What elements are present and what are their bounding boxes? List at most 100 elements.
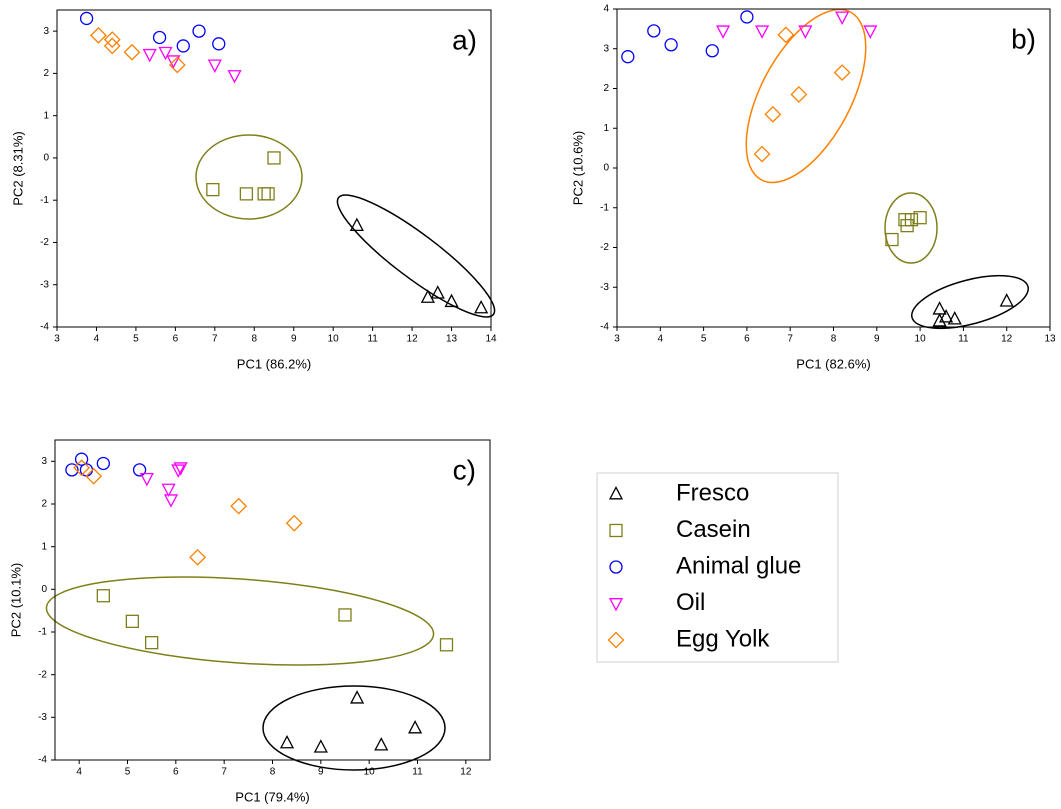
scatter-point — [863, 25, 878, 39]
scatter-point — [96, 456, 110, 471]
x-tick-label: 11 — [367, 334, 378, 345]
scatter-point — [647, 24, 661, 38]
scatter-point — [74, 452, 89, 466]
cluster-ellipses — [45, 8, 1029, 771]
x-tick-label: 13 — [446, 334, 458, 345]
scatter-point — [152, 30, 167, 45]
scatter-point — [158, 46, 173, 61]
scatter-point — [139, 472, 154, 487]
legend-marker — [609, 560, 623, 574]
panel-label: b) — [1011, 23, 1036, 54]
scatter-point — [835, 11, 850, 25]
scatter-point — [103, 37, 121, 55]
scatter-point — [168, 56, 186, 74]
scatter-point — [230, 497, 248, 515]
scatter-point — [313, 739, 328, 753]
scatter-point — [374, 737, 389, 751]
scatter-point — [132, 463, 147, 477]
scatter-point — [192, 24, 206, 38]
scatter-point — [261, 187, 275, 201]
scatter-point — [754, 25, 770, 39]
y-tick-label: 2 — [603, 83, 609, 94]
scatter-point — [90, 26, 107, 44]
scatter-point — [279, 734, 295, 749]
x-tick-label: 12 — [1001, 334, 1013, 345]
scatter-point — [338, 608, 352, 622]
scatter-point — [65, 463, 79, 477]
y-tick-label: 0 — [43, 153, 49, 164]
cluster-ellipse — [745, 8, 867, 184]
scatter-point — [777, 26, 795, 44]
cluster-ellipse — [911, 274, 1029, 330]
x-tick-label: 8 — [831, 334, 837, 345]
y-tick-label: 4 — [603, 4, 609, 15]
scatter-point — [705, 44, 719, 58]
scatter-point — [444, 293, 459, 308]
scatter-point — [621, 50, 635, 64]
scatter-point — [123, 43, 141, 61]
x-tick-label: 6 — [173, 334, 179, 345]
legend-marker — [609, 523, 623, 538]
scatter-point — [885, 232, 899, 247]
scatter-point — [932, 313, 947, 327]
cluster-ellipse — [336, 194, 496, 318]
scatter-point — [349, 217, 364, 232]
x-tick-label: 11 — [412, 767, 423, 778]
panel-label: a) — [452, 24, 477, 55]
x-tick-label: 12 — [407, 334, 419, 345]
scatter-point — [939, 309, 954, 323]
scatter-point — [207, 59, 222, 73]
panel-label: c) — [453, 454, 476, 485]
y-axis-label: PC2 (10.6%) — [570, 131, 585, 205]
scatter-point — [430, 285, 445, 299]
scatter-point — [790, 86, 808, 103]
legend-marker — [607, 631, 625, 649]
scatter-point — [166, 55, 181, 69]
scatter-point — [904, 213, 919, 227]
x-tick-label: 8 — [270, 767, 276, 778]
scatter-point — [176, 39, 190, 53]
scatter-point — [716, 25, 731, 39]
x-axis-label: PC1 (86.2%) — [237, 356, 311, 371]
scatter-point — [212, 37, 226, 51]
scatter-point — [932, 301, 947, 315]
scatter-point — [145, 636, 159, 650]
y-tick-label: -4 — [40, 322, 49, 333]
x-tick-label: 4 — [658, 334, 664, 345]
x-tick-label: 9 — [874, 334, 880, 345]
x-tick-label: 10 — [915, 334, 927, 345]
scatter-point — [664, 38, 678, 52]
x-tick-label: 11 — [958, 334, 969, 345]
scatter-point — [420, 289, 435, 303]
scatter-point — [474, 299, 489, 314]
y-tick-label: 2 — [43, 68, 49, 79]
y-tick-label: -3 — [600, 282, 609, 293]
scatter-point — [79, 11, 94, 26]
cluster-ellipse — [45, 576, 435, 666]
x-tick-label: 3 — [614, 334, 620, 345]
scatter-point — [257, 187, 271, 201]
x-axis-label: PC1 (82.6%) — [796, 356, 870, 371]
scatter-point — [798, 25, 813, 39]
x-tick-label: 7 — [212, 334, 218, 345]
scatter-point — [947, 311, 962, 325]
y-tick-label: -2 — [600, 242, 609, 253]
scatter-point — [206, 182, 220, 197]
scatter-point — [350, 690, 365, 704]
plot-frame — [616, 8, 1051, 328]
scatter-point — [171, 464, 186, 478]
y-tick-label: -1 — [40, 195, 49, 206]
scatter-point — [408, 720, 423, 734]
x-tick-label: 10 — [328, 334, 340, 345]
x-tick-label: 5 — [125, 767, 131, 778]
y-tick-label: 1 — [43, 110, 49, 121]
x-tick-label: 12 — [460, 767, 472, 778]
x-tick-label: 5 — [701, 334, 707, 345]
y-tick-label: -3 — [38, 712, 47, 723]
scatter-point — [227, 70, 242, 84]
x-axis-label: PC1 (79.4%) — [235, 789, 309, 804]
y-tick-label: -3 — [40, 279, 49, 290]
x-tick-label: 14 — [485, 334, 497, 345]
x-tick-label: 7 — [787, 334, 793, 345]
